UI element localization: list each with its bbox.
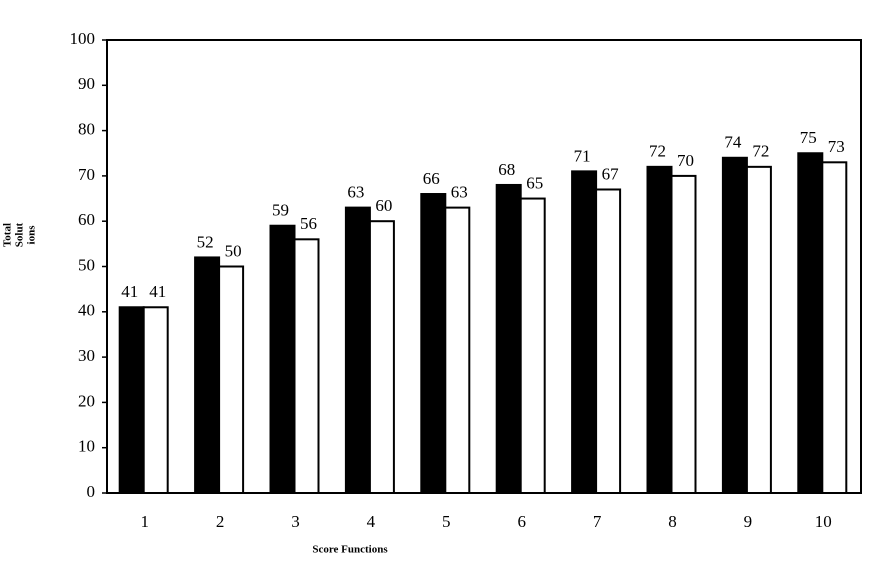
value-label: 74 — [724, 133, 742, 152]
bar — [745, 165, 772, 494]
y-tick-label: 20 — [78, 391, 95, 410]
value-label: 63 — [451, 183, 468, 202]
bar — [269, 224, 296, 494]
value-label: 59 — [272, 201, 289, 220]
bar — [368, 220, 395, 494]
value-label: 71 — [574, 146, 591, 165]
x-tick-label: 3 — [291, 512, 300, 531]
y-axis-title: ions — [26, 225, 38, 245]
value-label: 41 — [121, 282, 138, 301]
x-axis-title: Score Functions — [312, 544, 388, 556]
y-tick-label: 80 — [78, 120, 95, 139]
y-tick-label: 30 — [78, 346, 95, 365]
x-tick-label: 5 — [442, 512, 451, 531]
bar — [821, 161, 848, 494]
value-label: 66 — [423, 169, 440, 188]
value-label: 70 — [677, 151, 694, 170]
y-axis-title: Total — [2, 223, 14, 247]
bar — [721, 156, 748, 494]
value-label: 72 — [752, 142, 769, 161]
value-label: 52 — [197, 232, 214, 251]
x-tick-label: 9 — [744, 512, 753, 531]
bar — [646, 165, 673, 494]
y-tick-label: 100 — [70, 29, 96, 48]
bar — [194, 256, 221, 494]
y-tick-label: 60 — [78, 210, 95, 229]
y-tick-label: 40 — [78, 301, 95, 320]
x-tick-label: 7 — [593, 512, 602, 531]
bar — [519, 197, 546, 495]
value-label: 50 — [225, 241, 242, 260]
x-tick-label: 1 — [140, 512, 149, 531]
bar — [118, 306, 145, 494]
plot-frame — [106, 39, 862, 494]
y-tick-label: 0 — [87, 482, 96, 501]
bar — [344, 206, 371, 495]
bar — [142, 306, 169, 494]
value-label: 67 — [602, 164, 620, 183]
bar — [420, 193, 447, 495]
value-label: 60 — [375, 196, 392, 215]
bar — [797, 152, 824, 494]
value-label: 75 — [800, 128, 817, 147]
y-tick-label: 70 — [78, 165, 95, 184]
value-label: 65 — [526, 173, 543, 192]
bar — [571, 170, 598, 494]
x-tick-label: 6 — [517, 512, 526, 531]
value-label: 72 — [649, 142, 666, 161]
x-tick-label: 2 — [216, 512, 225, 531]
value-label: 63 — [347, 183, 364, 202]
bar — [495, 183, 522, 495]
bar — [293, 238, 320, 494]
value-label: 68 — [498, 160, 515, 179]
value-label: 73 — [828, 137, 845, 156]
y-tick-label: 50 — [78, 255, 95, 274]
y-axis-title: Solut — [14, 222, 26, 247]
value-label: 56 — [300, 214, 317, 233]
bar — [670, 174, 697, 494]
value-label: 41 — [149, 282, 166, 301]
x-tick-label: 10 — [815, 512, 832, 531]
bar — [218, 265, 245, 494]
y-tick-label: 10 — [78, 437, 95, 456]
y-tick-label: 90 — [78, 74, 95, 93]
x-tick-label: 4 — [367, 512, 376, 531]
bar — [444, 206, 471, 495]
bar — [595, 188, 622, 495]
x-tick-label: 8 — [668, 512, 677, 531]
